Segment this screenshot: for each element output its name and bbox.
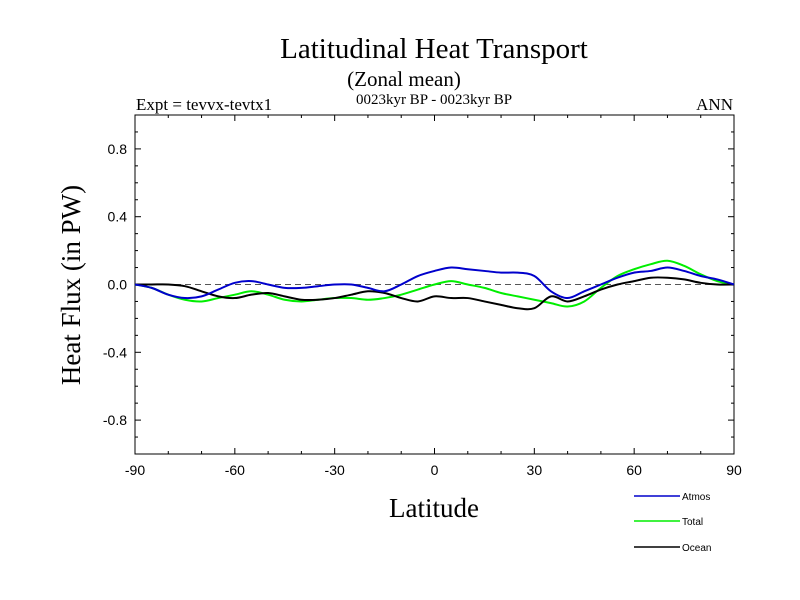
y-tick-label: -0.4 — [103, 344, 127, 360]
y-tick-label: 0.8 — [108, 141, 128, 157]
series-line-ocean — [135, 276, 735, 311]
x-axis-label: Latitude — [389, 493, 479, 523]
chart-title: Latitudinal Heat Transport — [280, 33, 588, 65]
x-tick-label: -90 — [125, 462, 145, 478]
chart-period: 0023kyr BP - 0023kyr BP — [356, 92, 512, 108]
season-label: ANN — [696, 95, 733, 114]
x-tick-label: -60 — [225, 462, 245, 478]
x-tick-label: 0 — [431, 462, 439, 478]
legend: Atmos Total Ocean — [634, 492, 711, 554]
y-tick-label: 0.4 — [108, 209, 128, 225]
x-tick-label: -30 — [325, 462, 345, 478]
x-tick-label: 30 — [527, 462, 543, 478]
series-line-total — [134, 259, 735, 308]
expt-label: Expt = tevvx-tevtx1 — [136, 95, 272, 114]
x-tick-label: 90 — [726, 462, 742, 478]
axes: -90 -60 -30 0 30 60 90 0.8 0.4 0.0 -0.4 -0.8 — [103, 114, 742, 478]
series-lines — [134, 259, 735, 311]
series-line-atmos — [134, 266, 735, 300]
legend-label-atmos: Atmos — [682, 492, 710, 503]
legend-label-total: Total — [682, 517, 703, 528]
legend-label-ocean: Ocean — [682, 543, 711, 554]
y-tick-label: -0.8 — [103, 412, 127, 428]
y-tick-label: 0.0 — [108, 277, 128, 293]
y-axis-label: Heat Flux (in PW) — [56, 185, 86, 385]
x-tick-label: 60 — [626, 462, 642, 478]
chart-subtitle: (Zonal mean) — [347, 67, 461, 91]
